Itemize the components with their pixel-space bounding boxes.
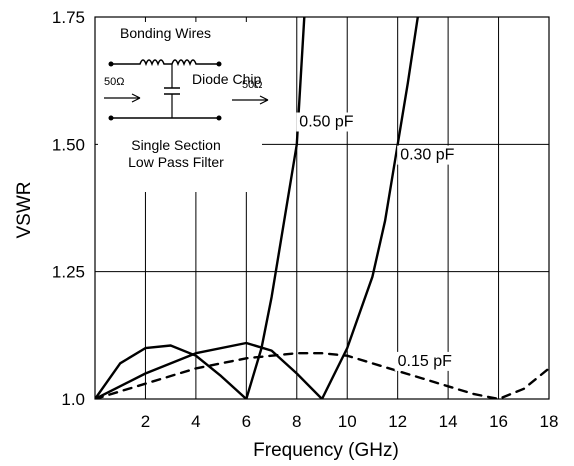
inset-background [98, 22, 262, 192]
y-tick-label-1: 1.25 [52, 263, 85, 282]
input-impedance-label: 50Ω [104, 76, 124, 88]
ground-left-terminal [108, 115, 114, 121]
tick-labels: 2 4 6 8 10 12 14 16 18 1.0 1.25 1.50 1.75 [52, 8, 559, 431]
x-tick-label-2: 6 [242, 412, 251, 431]
inset-title: Bonding Wires [120, 25, 211, 41]
right-terminal [216, 61, 222, 67]
series-label-0: 0.50 pF [299, 114, 353, 131]
output-impedance-label: 50Ω [242, 79, 262, 91]
filter-inset: Bonding Wires 50Ω Diode Chip 50Ω Single … [98, 22, 269, 192]
inset-caption-line1: Single Section [131, 137, 221, 153]
x-tick-label-7: 16 [489, 412, 508, 431]
left-terminal [108, 61, 114, 67]
series-label-bg-2 [394, 351, 461, 371]
x-tick-label-5: 12 [388, 412, 407, 431]
series-line-0 [95, 17, 306, 399]
inset-caption-line2: Low Pass Filter [128, 154, 224, 170]
series-line-4 [416, 17, 420, 19]
input-arrow-icon [104, 93, 141, 103]
series-labels: 0.50 pF 0.30 pF 0.15 pF [296, 112, 464, 371]
ground-right-terminal [216, 115, 222, 121]
series-line-3 [303, 17, 306, 19]
inductor-coils [112, 59, 218, 67]
series-line-2 [95, 352, 549, 399]
x-tick-label-6: 14 [439, 412, 458, 431]
x-tick-label-8: 18 [540, 412, 559, 431]
y-tick-label-3: 1.75 [52, 8, 85, 27]
x-tick-label-3: 8 [292, 412, 301, 431]
series-label-bg-0 [296, 112, 363, 132]
y-axis-title: VSWR [14, 182, 35, 239]
series-label-bg-1 [397, 145, 464, 165]
plot-frame [94, 16, 550, 400]
series-label-2: 0.15 pF [398, 353, 452, 370]
series-line-1 [95, 17, 419, 399]
x-axis-title: Frequency (GHz) [253, 440, 399, 461]
y-tick-label-2: 1.50 [52, 135, 85, 154]
series-group [95, 17, 549, 399]
component-label-line1: Diode Chip [192, 71, 261, 87]
output-arrow-icon [232, 95, 269, 105]
series-label-1: 0.30 pF [400, 147, 454, 164]
x-tick-label-0: 2 [141, 412, 150, 431]
x-tick-label-4: 10 [338, 412, 357, 431]
x-tick-label-1: 4 [191, 412, 200, 431]
y-tick-label-0: 1.0 [61, 390, 85, 409]
